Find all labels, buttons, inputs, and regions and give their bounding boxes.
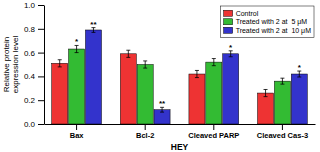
- error-bar: [75, 45, 79, 52]
- x-axis: Bax Bcl-2 Cleaved PARP Cleaved Cas-3: [45, 124, 316, 140]
- error-bar: [280, 78, 284, 84]
- bar: [120, 54, 136, 124]
- y-tick-mark: [38, 53, 44, 54]
- y-tick: 0.6: [24, 49, 44, 58]
- marks: [52, 28, 308, 124]
- bar: [137, 65, 153, 125]
- legend-frame: [221, 6, 314, 38]
- y-tick: 0.8: [24, 25, 44, 34]
- annotation: **: [90, 20, 97, 29]
- y-tick-mark: [38, 29, 44, 30]
- annotation: **: [159, 99, 166, 108]
- x-tick-label: Cleaved Cas-3: [257, 131, 308, 140]
- bar: [223, 54, 239, 124]
- bar: [85, 30, 101, 124]
- legend-label: Treated with 2 at 5 μM: [236, 18, 308, 26]
- bar: [258, 93, 274, 124]
- legend: ControlTreated with 2 at 5 μMTreated wit…: [221, 6, 314, 38]
- annotation: *: [298, 63, 302, 72]
- x-tick: Cleaved Cas-3: [257, 124, 308, 140]
- legend-item: Control: [224, 10, 259, 17]
- y-axis-title: Relative proteinexpression level: [2, 36, 20, 94]
- error-bar: [195, 70, 199, 77]
- y-axis-line: [44, 6, 45, 125]
- y-tick-label: 0.6: [24, 49, 36, 58]
- error-bar: [143, 61, 147, 68]
- y-tick-label: 0.4: [24, 72, 36, 81]
- x-tick: Bax: [70, 124, 85, 140]
- bar: [52, 63, 68, 124]
- y-axis-title-line: Relative protein: [2, 37, 11, 93]
- y-tick-label: 0.2: [24, 96, 36, 105]
- legend-item: Treated with 2 at 5 μM: [224, 18, 308, 26]
- y-tick-label: 0.0: [24, 120, 36, 129]
- y-tick-mark: [38, 124, 44, 125]
- series: [52, 50, 274, 124]
- y-axis: 0.0 0.2 0.4 0.6 0.8 1.0: [24, 1, 45, 129]
- y-tick: 0.4: [24, 72, 44, 81]
- x-tick-mark: [213, 124, 214, 130]
- x-tick-label: Cleaved PARP: [188, 131, 239, 140]
- error-bar: [126, 50, 130, 57]
- plot: 0.0 0.2 0.4 0.6 0.8 1.0 Bax Bcl-2 Cleaved PARP Cl…: [2, 1, 316, 152]
- y-tick-mark: [38, 5, 44, 6]
- legend-label: Control: [236, 10, 259, 17]
- y-tick-mark: [38, 76, 44, 77]
- y-tick: 0.0: [24, 120, 44, 129]
- error-bar: [58, 60, 62, 67]
- error-bar: [264, 89, 268, 96]
- x-tick-label: Bcl-2: [136, 131, 154, 140]
- y-tick: 0.2: [24, 96, 44, 105]
- legend-swatch: [224, 10, 233, 16]
- chart-container: 0.0 0.2 0.4 0.6 0.8 1.0 Bax Bcl-2 Cleaved PARP Cl…: [0, 0, 320, 152]
- x-tick: Bcl-2: [136, 124, 154, 140]
- y-tick-label: 0.8: [24, 25, 36, 34]
- y-tick-mark: [38, 100, 44, 101]
- bar: [69, 49, 85, 124]
- error-bar: [212, 59, 216, 66]
- x-tick-label: Bax: [70, 131, 85, 140]
- legend-swatch: [224, 27, 233, 33]
- x-axis-line: [45, 124, 316, 125]
- x-tick: Cleaved PARP: [188, 124, 239, 140]
- chart-svg: 0.0 0.2 0.4 0.6 0.8 1.0 Bax Bcl-2 Cleaved PARP Cl…: [0, 0, 320, 152]
- y-tick: 1.0: [24, 1, 44, 10]
- legend-item: Treated with 2 at 10 μM: [224, 27, 312, 35]
- x-tick-mark: [76, 124, 77, 130]
- legend-swatch: [224, 19, 233, 25]
- annotation: *: [229, 43, 233, 52]
- annotation: *: [75, 37, 79, 46]
- x-tick-mark: [282, 124, 283, 130]
- y-axis-title-line: expression level: [11, 36, 20, 94]
- bar: [274, 81, 290, 124]
- series: [85, 28, 307, 124]
- bar: [189, 74, 205, 124]
- x-axis-title: HEY: [171, 142, 189, 152]
- x-tick-mark: [145, 124, 146, 130]
- bar: [206, 62, 222, 124]
- series: [69, 45, 291, 124]
- legend-label: Treated with 2 at 10 μM: [236, 27, 312, 35]
- y-tick-label: 1.0: [24, 1, 36, 10]
- bar: [291, 74, 307, 124]
